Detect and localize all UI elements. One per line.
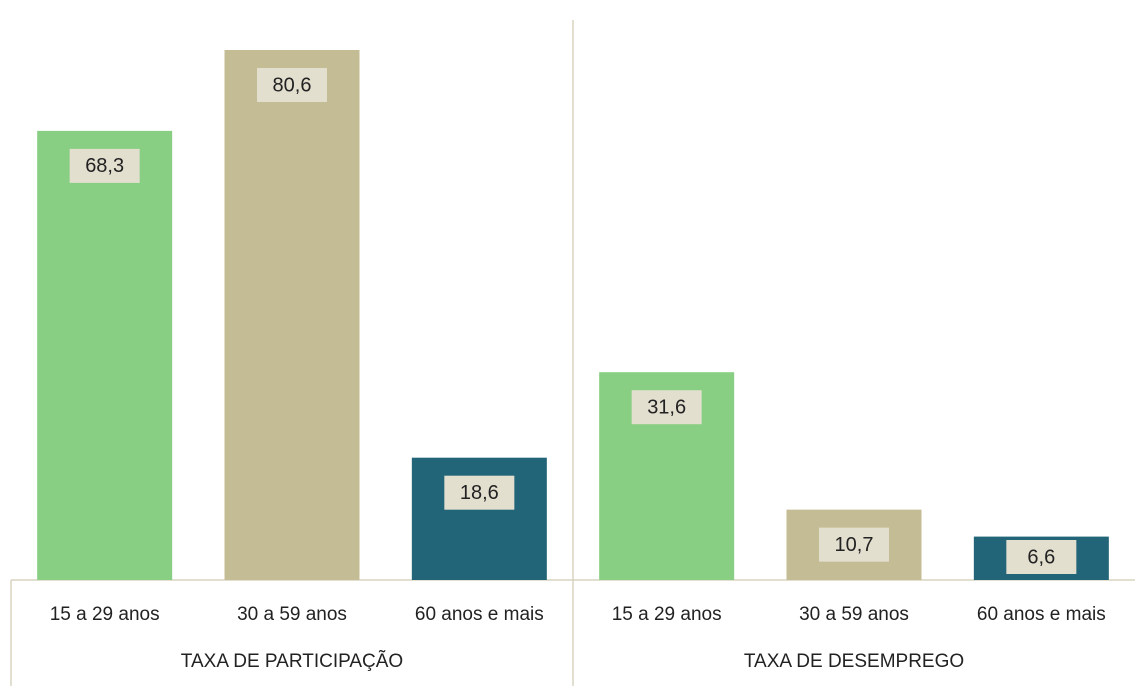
- value-label-box: [819, 527, 889, 562]
- value-label-box: [631, 390, 702, 425]
- x-tick-label: 15 a 29 anos: [612, 604, 722, 625]
- value-label-box: [444, 475, 515, 510]
- x-tick-label: 15 a 29 anos: [50, 604, 160, 625]
- value-label: 31,6: [647, 396, 686, 418]
- x-tick-label: 30 a 59 anos: [799, 604, 909, 625]
- value-label-box: [1006, 540, 1077, 574]
- group-label: TAXA DE PARTICIPAÇÃO: [181, 650, 403, 672]
- x-tick-label: 30 a 59 anos: [237, 604, 347, 625]
- value-label: 80,6: [273, 74, 312, 96]
- value-label-box: [69, 148, 140, 183]
- x-tick-label: 60 anos e mais: [415, 604, 544, 625]
- value-label: 10,7: [835, 534, 874, 556]
- group-label: TAXA DE DESEMPREGO: [744, 651, 964, 672]
- value-label: 68,3: [85, 155, 124, 177]
- value-label: 18,6: [460, 482, 499, 504]
- value-label: 6,6: [1027, 546, 1055, 568]
- bar: [224, 50, 360, 580]
- value-label-box: [257, 68, 327, 102]
- bar: [37, 130, 173, 580]
- x-tick-label: 60 anos e mais: [977, 604, 1106, 625]
